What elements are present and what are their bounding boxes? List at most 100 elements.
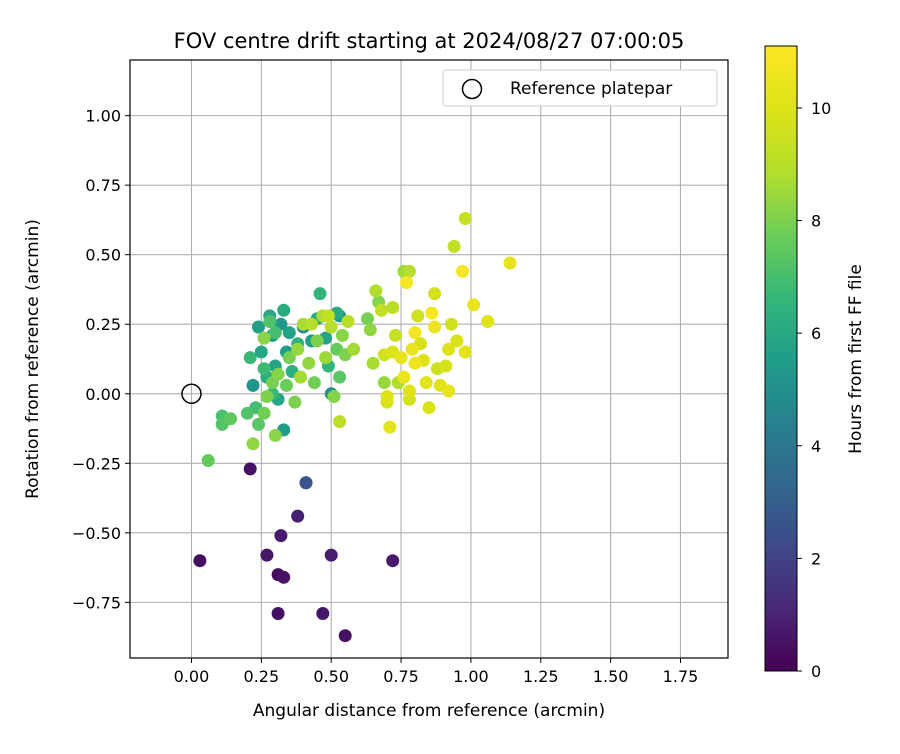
data-point [324, 548, 338, 562]
data-point [268, 326, 282, 340]
data-points [193, 212, 517, 643]
data-point [302, 356, 316, 370]
data-point [481, 315, 495, 328]
data-point [260, 390, 274, 403]
data-point [254, 345, 268, 359]
data-point [319, 351, 333, 365]
data-point [439, 359, 453, 373]
data-point [246, 378, 260, 392]
data-point [458, 345, 472, 359]
y-tick-label: 0.00 [85, 385, 121, 404]
colorbar-tick-label: 4 [811, 437, 821, 456]
data-point [271, 367, 285, 381]
data-point [305, 317, 319, 331]
y-tick-label: −0.75 [72, 593, 121, 612]
chart-title: FOV centre drift starting at 2024/08/27 … [174, 29, 685, 53]
data-point [282, 326, 296, 340]
data-point [282, 351, 296, 365]
colorbar-tick-label: 10 [811, 99, 831, 118]
legend-box [442, 69, 718, 107]
data-point [224, 412, 238, 426]
data-point [366, 356, 380, 370]
data-point [291, 509, 305, 523]
colorbar-tick-label: 0 [811, 662, 821, 681]
colorbar-tick-label: 2 [811, 549, 821, 568]
data-point [400, 276, 414, 289]
data-point [442, 342, 456, 356]
data-point [402, 384, 416, 398]
reference-platepar-marker [181, 383, 202, 405]
data-point [307, 376, 321, 390]
data-point [257, 331, 271, 345]
data-point [252, 417, 265, 431]
data-point [260, 548, 274, 562]
data-point [243, 462, 257, 476]
data-point [335, 328, 349, 342]
data-point [310, 334, 324, 348]
data-point [316, 607, 330, 620]
data-point [369, 284, 383, 298]
data-point [428, 320, 442, 334]
data-point [380, 390, 394, 403]
data-point [389, 328, 402, 342]
data-point [257, 406, 271, 420]
data-point [394, 351, 408, 365]
legend: Reference platepar [442, 69, 718, 107]
x-tick-label: 0.50 [313, 667, 349, 686]
data-point [240, 406, 254, 420]
data-point [324, 320, 338, 334]
y-axis-ticks: −0.75 −0.50 −0.25 0.00 0.25 0.50 0.75 1.00 [72, 107, 130, 612]
data-point [294, 370, 307, 384]
data-point [467, 298, 481, 312]
x-tick-label: 0.00 [174, 667, 210, 686]
data-point [291, 342, 305, 356]
data-point [277, 303, 291, 317]
data-point [333, 415, 347, 429]
data-point [442, 384, 456, 398]
data-point [503, 256, 517, 270]
data-point [361, 312, 374, 326]
data-point [386, 301, 400, 314]
y-tick-label: 0.75 [85, 176, 121, 195]
x-axis-label: Angular distance from reference (arcmin) [253, 701, 605, 721]
data-point [268, 429, 282, 442]
data-point [327, 390, 341, 403]
data-point [447, 239, 461, 253]
colorbar-tick-label: 6 [811, 324, 821, 343]
data-point [277, 570, 291, 584]
x-tick-label: 0.75 [383, 667, 419, 686]
colorbar-ticks: 0 2 4 6 8 10 [797, 99, 831, 681]
data-point [288, 395, 302, 409]
reference-marker-group [181, 383, 202, 405]
x-tick-label: 1.25 [523, 667, 559, 686]
data-point [405, 342, 419, 356]
data-point [274, 529, 288, 543]
data-point [408, 356, 422, 370]
colorbar-tick-label: 8 [811, 212, 821, 231]
data-point [450, 334, 464, 348]
x-axis-ticks: 0.00 0.25 0.50 0.75 1.00 1.25 1.50 1.75 [174, 658, 698, 686]
data-point [383, 420, 397, 434]
data-point [338, 629, 352, 643]
data-point [193, 554, 207, 568]
data-point [402, 264, 416, 278]
data-point [333, 370, 347, 384]
y-tick-label: 0.25 [85, 315, 121, 334]
data-point [363, 323, 377, 337]
y-axis-label: Rotation from reference (arcmin) [23, 219, 43, 499]
data-point [377, 376, 391, 390]
x-tick-label: 1.50 [593, 667, 629, 686]
data-point [299, 476, 313, 490]
colorbar: 0 2 4 6 8 10 Hours from first FF file [764, 45, 866, 681]
colorbar-gradient [764, 45, 798, 672]
data-point [201, 454, 215, 467]
data-point [263, 315, 277, 328]
data-point [425, 306, 439, 320]
y-tick-label: 1.00 [85, 107, 121, 126]
data-point [347, 342, 361, 356]
data-point [313, 287, 327, 301]
data-point [444, 317, 458, 331]
legend-reference-marker [461, 78, 483, 100]
